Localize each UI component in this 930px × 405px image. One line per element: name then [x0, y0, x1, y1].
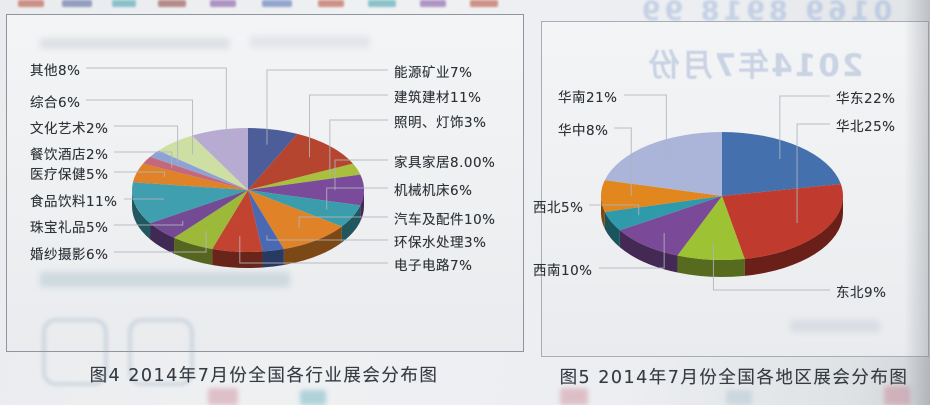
bleed-blob — [726, 390, 752, 405]
scan-remnant — [62, 0, 92, 7]
pie-label-华北: 华北25% — [836, 119, 896, 135]
bleed-smudge — [790, 320, 880, 332]
bleed-smudge — [40, 272, 290, 287]
pie-label-华中: 华中8% — [558, 123, 609, 139]
pie-label-西北: 西北5% — [533, 200, 584, 216]
pie-label-电子电路: 电子电路7% — [394, 258, 473, 274]
pie-label-婚纱摄影: 婚纱摄影6% — [30, 247, 109, 263]
scan-remnant — [158, 0, 186, 7]
pie-label-照明、灯饰: 照明、灯饰3% — [394, 115, 487, 131]
figure5-caption: 图5 2014年7月份全国各地区展会分布图 — [559, 368, 909, 388]
pie-label-机械机床: 机械机床6% — [394, 183, 473, 199]
scan-remnant — [470, 0, 498, 7]
bleed-smudge — [250, 36, 370, 48]
scan-remnant — [210, 0, 236, 7]
scan-remnant — [262, 0, 292, 7]
pie-label-华南: 华南21% — [558, 90, 618, 106]
pie-label-医疗保健: 医疗保健5% — [30, 167, 109, 183]
bleed-smudge — [40, 38, 230, 49]
scan-remnant — [420, 0, 446, 7]
scan-remnant — [18, 0, 44, 7]
bleed-blob — [560, 388, 588, 405]
pie-label-其他: 其他8% — [30, 63, 81, 79]
scan-remnant — [112, 0, 136, 7]
pie-label-餐饮酒店: 餐饮酒店2% — [30, 147, 109, 163]
pie-label-环保水处理: 环保水处理3% — [394, 235, 487, 251]
pie-label-文化艺术: 文化艺术2% — [30, 121, 109, 137]
bleed-icon-frame — [128, 318, 194, 386]
figure4-caption: 图4 2014年7月份全国各行业展会分布图 — [89, 366, 439, 386]
bleed-through-mirrored-title: 2014年7月份 — [646, 48, 864, 84]
scan-remnant — [368, 0, 396, 7]
pie-label-能源矿业: 能源矿业7% — [394, 65, 473, 81]
bleed-blob — [300, 390, 326, 405]
pie-label-汽车及配件: 汽车及配件10% — [394, 212, 496, 228]
pie-label-综合: 综合6% — [30, 95, 81, 111]
pie-label-西南: 西南10% — [533, 263, 593, 279]
scan-remnant — [318, 0, 344, 7]
bleed-blob — [208, 388, 238, 405]
bleed-icon-frame — [42, 318, 108, 386]
pie-label-建筑建材: 建筑建材11% — [394, 90, 482, 106]
bleed-blob — [884, 386, 910, 405]
scan-edge-shadow — [904, 0, 930, 405]
pie-label-东北: 东北9% — [836, 285, 887, 301]
pie-label-家具家居: 家具家居8.00% — [394, 155, 496, 171]
pie-label-珠宝礼品: 珠宝礼品5% — [30, 220, 109, 236]
pie-label-食品饮料: 食品饮料11% — [30, 194, 118, 210]
pie-label-华东: 华东22% — [836, 91, 896, 107]
